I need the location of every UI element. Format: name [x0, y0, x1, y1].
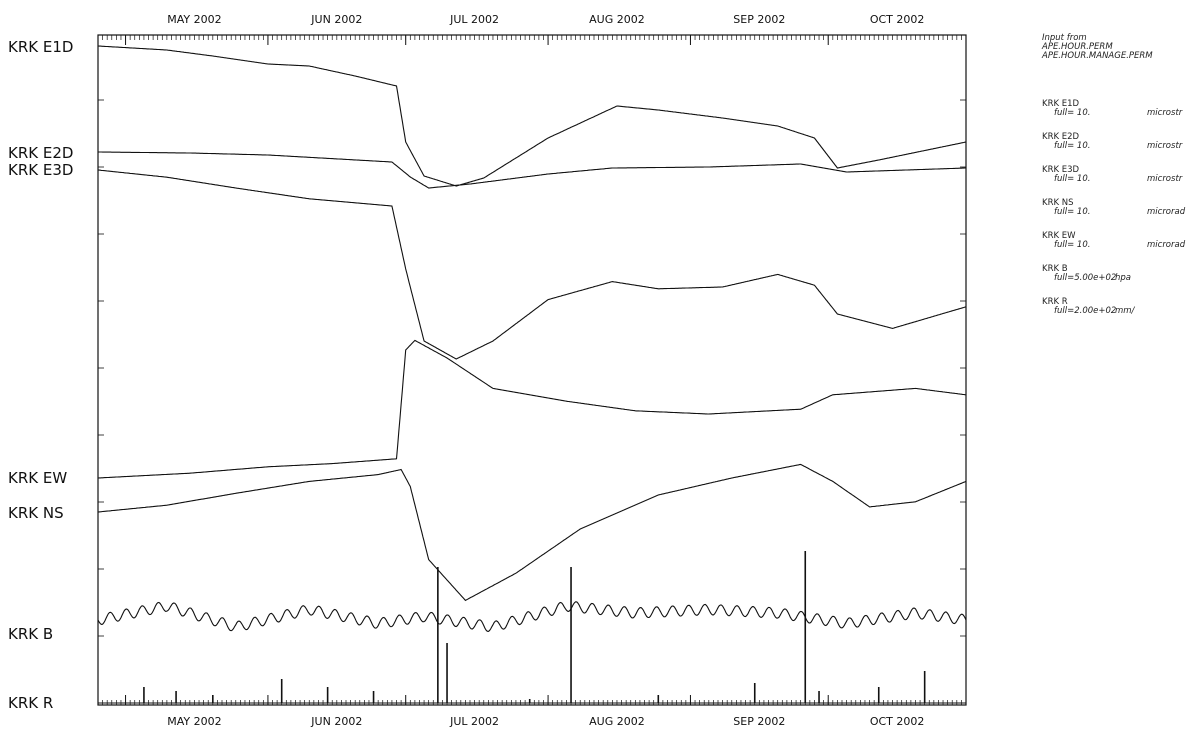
legend-series-name: KRK B — [1042, 264, 1068, 274]
channel-label: KRK B — [8, 625, 53, 643]
legend-series-unit: microstr — [1147, 174, 1183, 184]
legend-series-name: KRK R — [1042, 297, 1068, 307]
legend-series-scale: full=5.00e+02 — [1054, 273, 1116, 283]
month-label-top: JUL 2002 — [449, 13, 499, 26]
legend-series-scale: full= 10. — [1054, 108, 1090, 118]
legend-series-name: KRK E1D — [1042, 99, 1080, 109]
channel-label: KRK E3D — [8, 161, 73, 179]
legend-series-unit: microrad — [1147, 240, 1186, 250]
month-label-top: MAY 2002 — [167, 13, 221, 26]
trace-krk-ns — [97, 463, 967, 602]
month-label-top: AUG 2002 — [589, 13, 645, 26]
month-label-bottom: OCT 2002 — [870, 715, 925, 728]
legend-series-name: KRK NS — [1042, 198, 1074, 208]
legend-series-unit: microstr — [1147, 108, 1183, 118]
month-label-bottom: MAY 2002 — [167, 715, 221, 728]
trace-krk-ew — [97, 339, 967, 479]
channel-label: KRK E1D — [8, 38, 73, 56]
legend-header-line: Input from — [1042, 33, 1087, 43]
month-labels-top: MAY 2002 JUN 2002 JUL 2002 AUG 2002 SEP 2002… — [167, 13, 924, 26]
legend-series-scale: full= 10. — [1054, 207, 1090, 217]
channel-label: KRK NS — [8, 504, 64, 522]
top-day-ticks — [97, 35, 967, 45]
month-label-top: SEP 2002 — [733, 13, 785, 26]
side-ticks — [98, 99, 966, 704]
channel-label: KRK E2D — [8, 144, 73, 162]
month-labels-bottom: MAY 2002 JUN 2002 JUL 2002 AUG 2002 SEP 2002… — [167, 715, 924, 728]
month-label-top: JUN 2002 — [310, 13, 362, 26]
legend-series-name: KRK E3D — [1042, 165, 1080, 175]
channel-label: KRK R — [8, 694, 53, 712]
legend-series-name: KRK EW — [1042, 231, 1076, 241]
trace-krk-e1d — [97, 45, 967, 187]
plot-frame — [97, 34, 967, 706]
legend-series-scale: full= 10. — [1054, 240, 1090, 250]
trace-krk-b — [97, 601, 967, 632]
month-label-bottom: AUG 2002 — [589, 715, 645, 728]
legend-series-scale: full= 10. — [1054, 174, 1090, 184]
trace-krk-e3d — [97, 169, 967, 360]
month-label-bottom: JUL 2002 — [449, 715, 499, 728]
legend-series-name: KRK E2D — [1042, 132, 1080, 142]
channel-label: KRK EW — [8, 469, 67, 487]
month-label-top: OCT 2002 — [870, 13, 925, 26]
month-label-bottom: SEP 2002 — [733, 715, 785, 728]
month-label-bottom: JUN 2002 — [310, 715, 362, 728]
legend: Input fromAPE.HOUR.PERMAPE.HOUR.MANAGE.P… — [1041, 33, 1186, 316]
legend-series-scale: full=2.00e+02 — [1054, 306, 1116, 316]
legend-header-line: APE.HOUR.PERM — [1041, 42, 1113, 52]
series-traces — [97, 45, 967, 704]
legend-series-unit: hpa — [1115, 273, 1131, 283]
legend-series-unit: microstr — [1147, 141, 1183, 151]
legend-series-unit: mm/ — [1115, 306, 1136, 316]
legend-series-scale: full= 10. — [1054, 141, 1090, 151]
legend-series-unit: microrad — [1147, 207, 1186, 217]
legend-header-line: APE.HOUR.MANAGE.PERM — [1041, 51, 1153, 61]
trace-krk-e2d — [98, 151, 966, 189]
